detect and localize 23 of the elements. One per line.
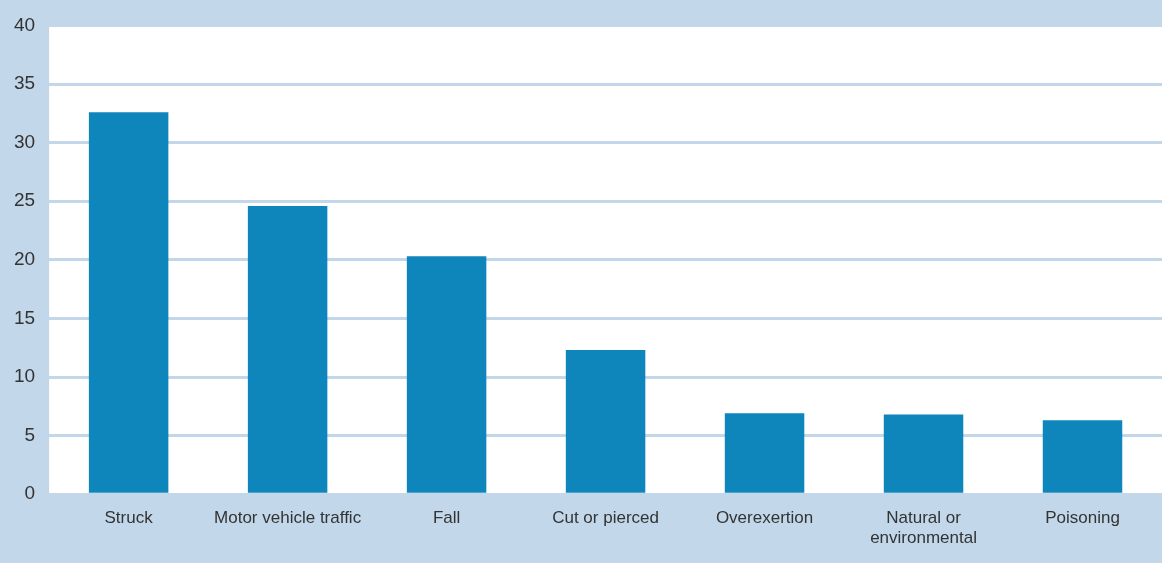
x-tick-label: Motor vehicle traffic bbox=[214, 508, 362, 528]
y-tick-label: 35 bbox=[13, 72, 36, 94]
y-tick-label: 15 bbox=[13, 306, 36, 328]
bar bbox=[247, 205, 328, 493]
x-tick-label: Fall bbox=[432, 508, 461, 528]
x-tick-label: Cut or pierced bbox=[552, 508, 659, 528]
y-tick-label: 40 bbox=[13, 13, 36, 35]
y-tick-label: 5 bbox=[24, 423, 36, 445]
x-tick-label: Overexertion bbox=[715, 508, 814, 528]
y-tick-label: 30 bbox=[13, 130, 36, 152]
bar bbox=[88, 112, 169, 493]
bar bbox=[1042, 420, 1123, 493]
y-tick-label: 20 bbox=[13, 248, 36, 270]
x-tick-label: Poisoning bbox=[1045, 508, 1120, 528]
bar bbox=[724, 413, 805, 493]
bar bbox=[565, 350, 646, 493]
bar bbox=[883, 414, 964, 493]
y-tick-label: 25 bbox=[13, 189, 36, 211]
x-tick-label: Struck bbox=[104, 508, 154, 528]
bar bbox=[406, 256, 487, 493]
y-tick-label: 0 bbox=[24, 482, 36, 504]
y-tick-label: 10 bbox=[13, 365, 36, 387]
x-tick-label: Natural or environmental bbox=[870, 508, 977, 548]
